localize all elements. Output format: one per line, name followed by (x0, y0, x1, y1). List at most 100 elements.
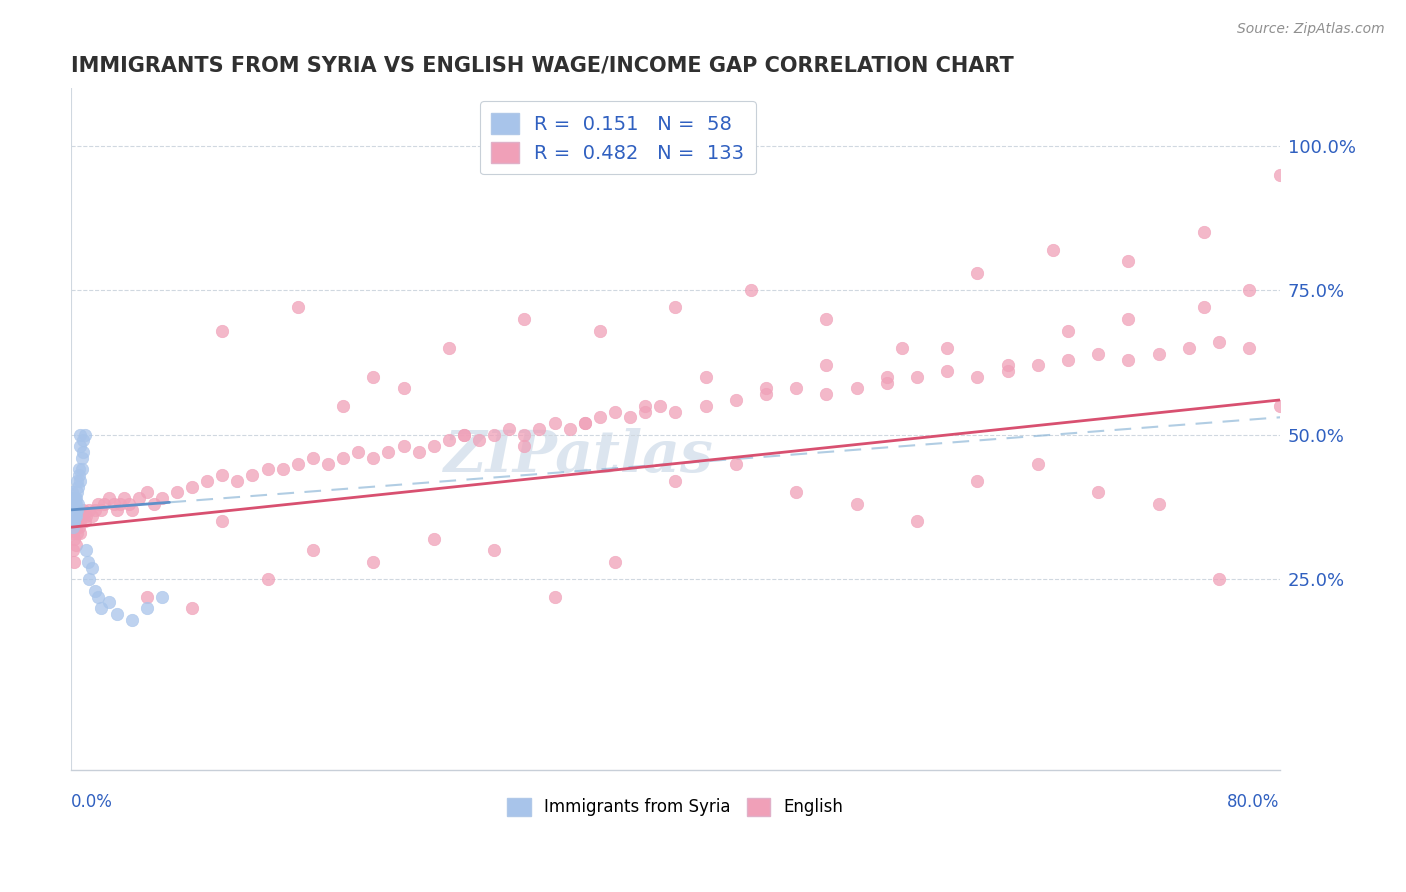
Point (482, 543, 505, 558)
Point (66, 503, 89, 517)
Point (63, 497, 86, 511)
Point (785, 485, 807, 500)
Text: 80.0%: 80.0% (1227, 793, 1279, 811)
Point (72, 445, 94, 459)
Point (128, 491, 150, 506)
Point (150, 590, 173, 604)
Point (1239, 341, 1261, 355)
Point (143, 497, 166, 511)
Point (905, 370, 928, 384)
Point (1147, 497, 1170, 511)
Point (482, 427, 505, 442)
Point (966, 370, 988, 384)
Point (63, 532, 86, 546)
Point (121, 613, 143, 627)
Point (63, 503, 86, 517)
Point (60, 485, 83, 500)
Point (87, 497, 110, 511)
Point (112, 491, 135, 506)
Point (82, 508, 104, 523)
Point (63, 491, 86, 506)
Point (392, 381, 415, 395)
Point (785, 381, 807, 395)
Point (724, 392, 747, 407)
Point (695, 370, 717, 384)
Point (876, 370, 898, 384)
Point (79, 572, 101, 586)
Point (890, 341, 912, 355)
Point (62, 497, 84, 511)
Point (1268, 399, 1291, 413)
Point (135, 601, 157, 615)
Point (75, 543, 97, 558)
Point (845, 497, 868, 511)
Point (634, 404, 657, 418)
Point (62, 515, 84, 529)
Point (62, 503, 84, 517)
Point (62, 515, 84, 529)
Legend: Immigrants from Syria, English: Immigrants from Syria, English (501, 791, 851, 823)
Point (62, 497, 84, 511)
Point (67, 508, 90, 523)
Point (1268, 168, 1291, 182)
Point (195, 474, 218, 488)
Point (1042, 243, 1064, 257)
Point (75, 508, 97, 523)
Point (90, 601, 112, 615)
Point (65, 508, 87, 523)
Point (664, 404, 686, 418)
Point (302, 450, 325, 465)
Point (695, 399, 717, 413)
Text: IMMIGRANTS FROM SYRIA VS ENGLISH WAGE/INCOME GAP CORRELATION CHART: IMMIGRANTS FROM SYRIA VS ENGLISH WAGE/IN… (72, 55, 1014, 75)
Point (724, 457, 747, 471)
Point (650, 399, 672, 413)
Point (468, 434, 491, 448)
Point (498, 422, 520, 436)
Point (62, 525, 84, 540)
Point (76, 555, 98, 569)
Point (62, 520, 84, 534)
Point (65, 520, 87, 534)
Point (1329, 254, 1351, 268)
Point (619, 410, 641, 425)
Text: 0.0%: 0.0% (72, 793, 112, 811)
Point (66, 474, 89, 488)
Point (62, 508, 84, 523)
Point (63, 508, 86, 523)
Point (603, 404, 626, 418)
Point (63, 508, 86, 523)
Point (1192, 301, 1215, 315)
Point (363, 450, 385, 465)
Point (108, 497, 131, 511)
Point (103, 497, 125, 511)
Point (98, 595, 121, 609)
Point (422, 532, 444, 546)
Point (90, 503, 112, 517)
Point (62, 497, 84, 511)
Point (70, 508, 93, 523)
Point (574, 416, 596, 430)
Point (67, 520, 90, 534)
Point (117, 497, 139, 511)
Point (60, 497, 83, 511)
Point (60, 508, 83, 523)
Point (66, 485, 89, 500)
Point (67, 480, 90, 494)
Point (664, 301, 686, 315)
Point (1026, 359, 1049, 373)
Point (181, 601, 204, 615)
Point (316, 457, 339, 471)
Point (574, 416, 596, 430)
Point (755, 387, 778, 401)
Point (453, 427, 475, 442)
Point (1208, 335, 1230, 350)
Point (82, 560, 104, 574)
Point (377, 445, 399, 459)
Point (363, 555, 385, 569)
Point (72, 434, 94, 448)
Point (589, 410, 612, 425)
Point (181, 480, 204, 494)
Point (1178, 341, 1201, 355)
Point (62, 503, 84, 517)
Point (65, 497, 87, 511)
